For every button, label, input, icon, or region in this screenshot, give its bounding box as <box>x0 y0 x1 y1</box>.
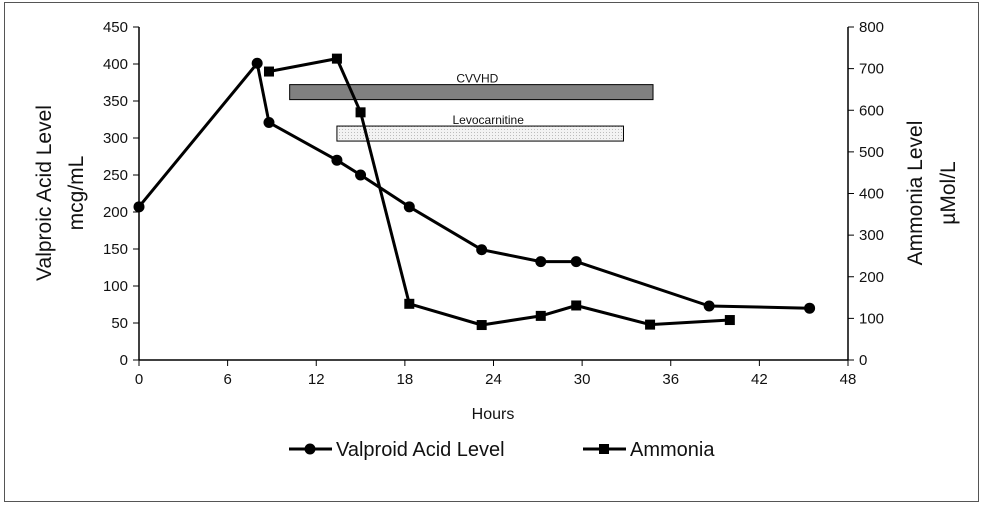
x-axis-title: Hours <box>472 406 515 423</box>
right-tick-label: 200 <box>859 269 884 286</box>
x-tick-label: 18 <box>397 371 414 388</box>
legend: Valproid Acid Level Ammonia <box>289 439 715 461</box>
left-tick-label: 50 <box>111 315 128 332</box>
ammonia-point <box>331 53 342 64</box>
right-tick-label: 600 <box>859 102 884 119</box>
left-tick-label: 0 <box>120 352 128 369</box>
ammonia-point <box>645 319 656 330</box>
valproic-point <box>703 300 715 312</box>
right-axis-title-line2: µMol/L <box>937 161 960 224</box>
treatment-bars: CVVHD Levocarnitine <box>289 72 654 142</box>
x-tick-label: 48 <box>840 371 857 388</box>
x-tick-label: 0 <box>135 371 143 388</box>
left-tick-label: 250 <box>103 167 128 184</box>
left-tick-label: 450 <box>103 19 128 36</box>
legend-ammonia-label: Ammonia <box>630 439 715 461</box>
left-tick-label: 350 <box>103 93 128 110</box>
ammonia-point <box>263 66 274 77</box>
x-tick-label: 24 <box>485 371 502 388</box>
valproic-point <box>476 244 488 256</box>
x-tick-label: 6 <box>223 371 231 388</box>
right-axis-title-line1: Ammonia Level <box>904 121 927 266</box>
valproic-point <box>804 302 816 314</box>
ammonia-point <box>355 107 366 118</box>
right-tick-label: 700 <box>859 61 884 78</box>
ammonia-point <box>724 315 735 326</box>
x-tick-label: 42 <box>751 371 768 388</box>
legend-valproic-label: Valproid Acid Level <box>336 439 505 461</box>
ammonia-point <box>535 310 546 321</box>
ammonia-point <box>404 298 415 309</box>
left-tick-label: 100 <box>103 278 128 295</box>
series-lines <box>133 53 816 331</box>
valproic-point <box>331 154 343 166</box>
right-tick-label: 800 <box>859 19 884 36</box>
ammonia-point <box>571 300 582 311</box>
legend-ammonia-marker <box>599 444 609 454</box>
left-tick-label: 300 <box>103 130 128 147</box>
right-tick-label: 300 <box>859 227 884 244</box>
right-tick-label: 500 <box>859 144 884 161</box>
valproic-point <box>570 256 582 268</box>
right-axis-ticks: 0 100 200 300 400 500 600 700 800 <box>848 19 884 369</box>
valproic-point <box>355 169 367 181</box>
left-tick-label: 150 <box>103 241 128 258</box>
valproic-point <box>263 116 275 128</box>
right-tick-label: 100 <box>859 310 884 327</box>
x-tick-label: 36 <box>662 371 679 388</box>
x-tick-label: 30 <box>574 371 591 388</box>
valproic-point <box>535 256 547 268</box>
bar-levocarnitine <box>336 125 624 142</box>
right-tick-label: 0 <box>859 352 867 369</box>
bar-label-levocarnitine: Levocarnitine <box>453 113 525 127</box>
left-axis-title-line2: mcg/mL <box>65 156 88 231</box>
x-axis-ticks: 0 6 12 18 24 30 36 42 48 <box>135 360 857 388</box>
bar-cvvhd <box>289 84 654 101</box>
legend-valproic-marker <box>304 443 316 455</box>
right-tick-label: 400 <box>859 186 884 203</box>
left-axis-title-line1: Valproic Acid Level <box>33 105 56 281</box>
x-tick-label: 12 <box>308 371 325 388</box>
left-tick-label: 200 <box>103 204 128 221</box>
valproic-point <box>403 201 415 213</box>
valproic-point <box>251 57 263 69</box>
left-axis-ticks: 0 50 100 150 200 250 300 350 400 450 <box>103 19 139 369</box>
bar-label-cvvhd: CVVHD <box>456 72 498 86</box>
left-tick-label: 400 <box>103 56 128 73</box>
valproic-point <box>133 201 145 213</box>
ammonia-point <box>476 320 487 331</box>
